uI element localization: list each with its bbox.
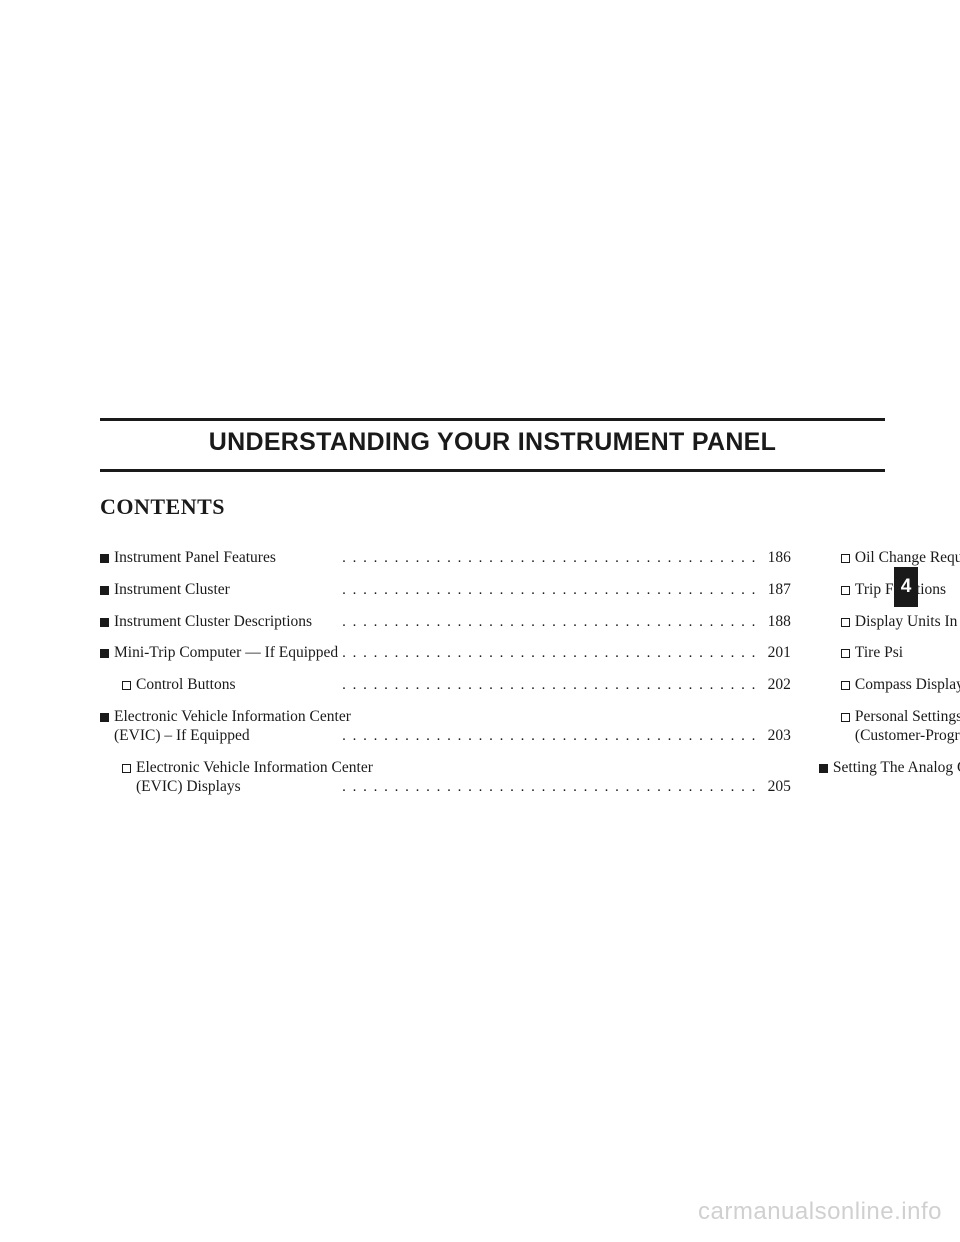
outline-box-icon [122,681,131,690]
toc-entry: Setting The Analog Clock. . . . . . . . … [819,758,960,778]
toc-page: 187 [761,580,791,599]
solid-box-icon [100,586,109,595]
toc-entry: Instrument Cluster. . . . . . . . . . . … [100,580,791,600]
toc-label: Electronic Vehicle Information Center [114,707,351,726]
toc-label: Personal Settings [855,707,960,726]
toc-label: Control Buttons [136,675,235,694]
toc-entry: Mini-Trip Computer — If Equipped. . . . … [100,643,791,663]
leader-dots: . . . . . . . . . . . . . . . . . . . . … [234,581,757,600]
watermark: carmanualsonline.info [698,1198,942,1226]
toc-entry: Personal Settings(Customer-Programmable … [819,707,960,746]
outline-box-icon [841,649,850,658]
toc-entry: Instrument Panel Features. . . . . . . .… [100,548,791,568]
toc-label: (Customer-Programmable Features) [855,726,960,745]
toc-page: 188 [761,612,791,631]
toc-entry: Compass Display. . . . . . . . . . . . .… [819,675,960,695]
toc-entry: Control Buttons. . . . . . . . . . . . .… [100,675,791,695]
leader-dots: . . . . . . . . . . . . . . . . . . . . … [950,581,960,600]
leader-dots: . . . . . . . . . . . . . . . . . . . . … [254,727,757,746]
toc-columns: Instrument Panel Features. . . . . . . .… [100,548,885,809]
toc-label: Instrument Cluster Descriptions [114,612,312,631]
toc-page: 202 [761,675,791,694]
toc-label: Instrument Cluster [114,580,230,599]
leader-dots: . . . . . . . . . . . . . . . . . . . . … [280,549,757,568]
toc-label: (EVIC) Displays [136,777,241,796]
solid-box-icon [100,713,109,722]
contents-heading: CONTENTS [100,494,225,520]
rule-above-title [100,418,885,421]
toc-entry: Tire Psi. . . . . . . . . . . . . . . . … [819,643,960,663]
toc-label: Compass Display [855,675,960,694]
toc-entry: Oil Change Required — If Equipped. . . .… [819,548,960,568]
toc-column-left: Instrument Panel Features. . . . . . . .… [100,548,791,809]
outline-box-icon [122,764,131,773]
toc-entry: Electronic Vehicle Information Center(EV… [100,758,791,797]
toc-entry: Instrument Cluster Descriptions. . . . .… [100,612,791,632]
toc-label: Electronic Vehicle Information Center [136,758,373,777]
toc-page: 201 [761,643,791,662]
solid-box-icon [100,649,109,658]
toc-label: Oil Change Required — If Equipped [855,548,960,567]
rule-below-title [100,469,885,472]
toc-page: 186 [761,548,791,567]
toc-entry: Electronic Vehicle Information Center(EV… [100,707,791,746]
toc-label: (EVIC) – If Equipped [114,726,250,745]
leader-dots: . . . . . . . . . . . . . . . . . . . . … [342,644,757,663]
section-tab: 4 [894,567,918,607]
toc-entry: Trip Functions. . . . . . . . . . . . . … [819,580,960,600]
outline-box-icon [841,681,850,690]
leader-dots: . . . . . . . . . . . . . . . . . . . . … [239,676,756,695]
outline-box-icon [841,554,850,563]
leader-dots: . . . . . . . . . . . . . . . . . . . . … [245,778,757,797]
toc-column-right: Oil Change Required — If Equipped . . . .… [819,548,960,809]
chapter-title: UNDERSTANDING YOUR INSTRUMENT PANEL [100,428,885,457]
toc-label: Tire Psi [855,643,903,662]
toc-entry: Display Units In. . . . . . . . . . . . … [819,612,960,632]
outline-box-icon [841,618,850,627]
solid-box-icon [100,554,109,563]
toc-label: Setting The Analog Clock [833,758,960,777]
toc-label: Mini-Trip Computer — If Equipped [114,643,338,662]
solid-box-icon [100,618,109,627]
solid-box-icon [819,764,828,773]
outline-box-icon [841,713,850,722]
leader-dots: . . . . . . . . . . . . . . . . . . . . … [316,613,757,632]
toc-page: 203 [761,726,791,745]
toc-label: Instrument Panel Features [114,548,276,567]
toc-label: Display Units In [855,612,957,631]
outline-box-icon [841,586,850,595]
leader-dots: . . . . . . . . . . . . . . . . . . . . … [907,644,960,663]
page: UNDERSTANDING YOUR INSTRUMENT PANEL CONT… [0,0,960,1242]
toc-page: 205 [761,777,791,796]
